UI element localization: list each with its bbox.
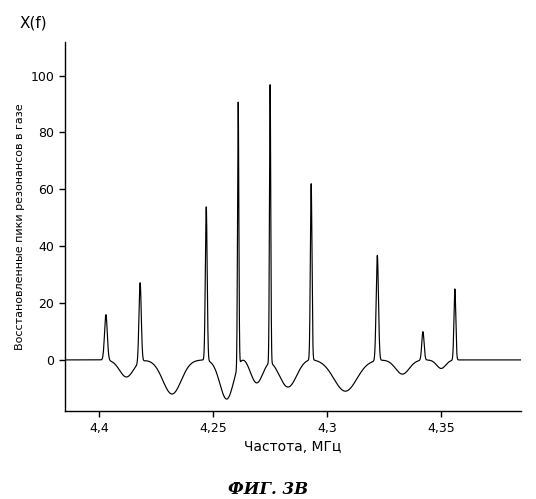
Text: X(f): X(f)	[19, 15, 47, 30]
Text: ФИГ. 3В: ФИГ. 3В	[228, 481, 308, 498]
X-axis label: Частота, МГц: Частота, МГц	[244, 440, 341, 454]
Y-axis label: Восстановленные пики резонансов в газе: Восстановленные пики резонансов в газе	[15, 103, 25, 350]
